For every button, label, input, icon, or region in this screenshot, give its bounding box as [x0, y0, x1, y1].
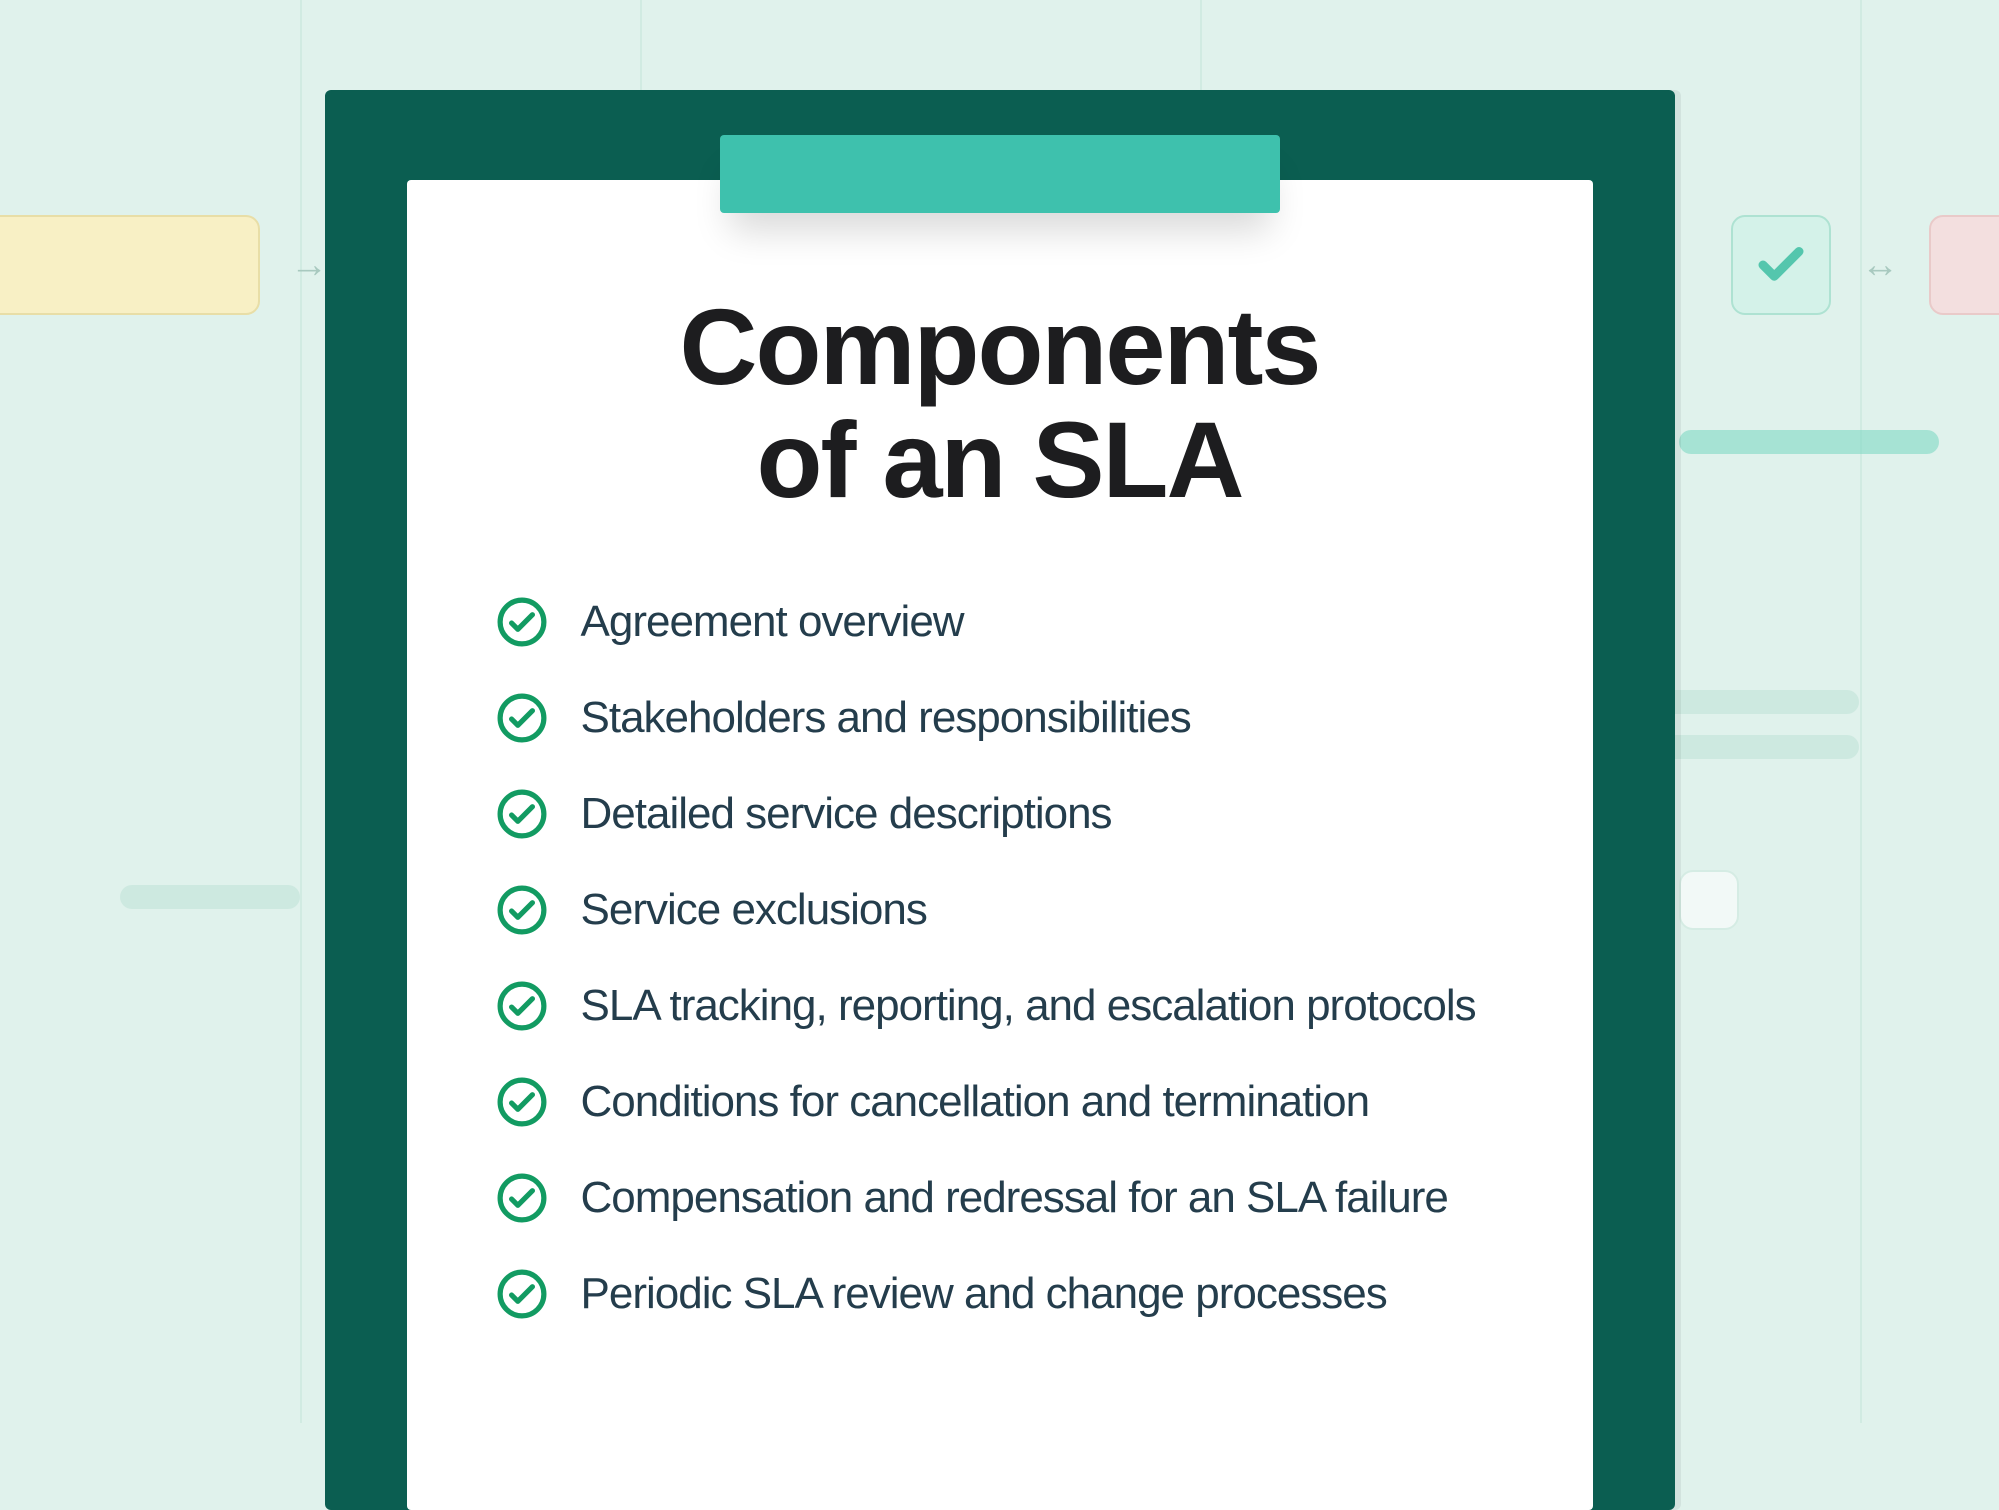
check-circle-icon	[497, 1173, 547, 1223]
list-item: Stakeholders and responsibilities	[497, 693, 1513, 743]
list-item: Periodic SLA review and change processes	[497, 1269, 1513, 1319]
check-circle-icon	[497, 1269, 547, 1319]
bg-card	[1929, 215, 1999, 315]
list-item-label: Detailed service descriptions	[581, 790, 1112, 838]
bg-placeholder-line	[120, 885, 300, 909]
bg-placeholder-line	[1659, 735, 1859, 759]
title-line-1: Components	[680, 286, 1320, 407]
clipboard-clip	[720, 135, 1280, 213]
list-item-label: Service exclusions	[581, 886, 927, 934]
check-circle-icon	[497, 693, 547, 743]
list-item-label: Compensation and redressal for an SLA fa…	[581, 1174, 1448, 1222]
check-circle-icon	[497, 789, 547, 839]
list-item-label: Conditions for cancellation and terminat…	[581, 1078, 1370, 1126]
list-item-label: Periodic SLA review and change processes	[581, 1270, 1387, 1318]
check-circle-icon	[497, 597, 547, 647]
bg-placeholder-line	[1679, 430, 1939, 454]
bg-placeholder-card	[1679, 870, 1739, 930]
check-circle-icon	[497, 885, 547, 935]
bg-card	[1731, 215, 1831, 315]
title-line-2: of an SLA	[757, 399, 1243, 520]
check-circle-icon	[497, 981, 547, 1031]
clipboard-frame: Components of an SLA Agreement overview S…	[325, 90, 1675, 1510]
list-item: Detailed service descriptions	[497, 789, 1513, 839]
list-item-label: Stakeholders and responsibilities	[581, 694, 1191, 742]
list-item: Agreement overview	[497, 597, 1513, 647]
list-item-label: SLA tracking, reporting, and escalation …	[581, 982, 1476, 1030]
arrow-right-icon: →	[290, 244, 328, 287]
list-item-label: Agreement overview	[581, 598, 964, 646]
arrow-lr-icon: ↔	[1861, 244, 1899, 287]
check-icon	[1754, 238, 1808, 292]
list-item: Service exclusions	[497, 885, 1513, 935]
list-item: Compensation and redressal for an SLA fa…	[497, 1173, 1513, 1223]
list-item: SLA tracking, reporting, and escalation …	[497, 981, 1513, 1031]
list-item: Conditions for cancellation and terminat…	[497, 1077, 1513, 1127]
check-circle-icon	[497, 1077, 547, 1127]
bg-card	[0, 215, 260, 315]
clipboard-paper: Components of an SLA Agreement overview S…	[407, 180, 1593, 1510]
page-title: Components of an SLA	[487, 290, 1513, 517]
checklist: Agreement overview Stakeholders and respo…	[487, 597, 1513, 1319]
bg-placeholder-line	[1659, 690, 1859, 714]
